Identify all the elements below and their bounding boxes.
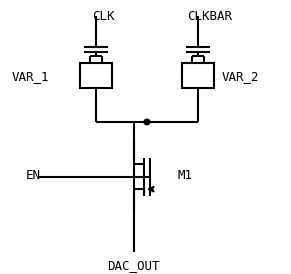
Text: VAR_1: VAR_1 xyxy=(12,70,49,83)
Text: CLK: CLK xyxy=(92,10,115,22)
Circle shape xyxy=(144,119,150,125)
Text: EN: EN xyxy=(26,169,41,182)
Text: DAC_OUT: DAC_OUT xyxy=(108,259,160,272)
Text: M1: M1 xyxy=(178,169,193,182)
Text: VAR_2: VAR_2 xyxy=(221,70,259,83)
Bar xyxy=(80,63,112,88)
Text: CLKBAR: CLKBAR xyxy=(187,10,232,22)
Bar xyxy=(182,63,214,88)
